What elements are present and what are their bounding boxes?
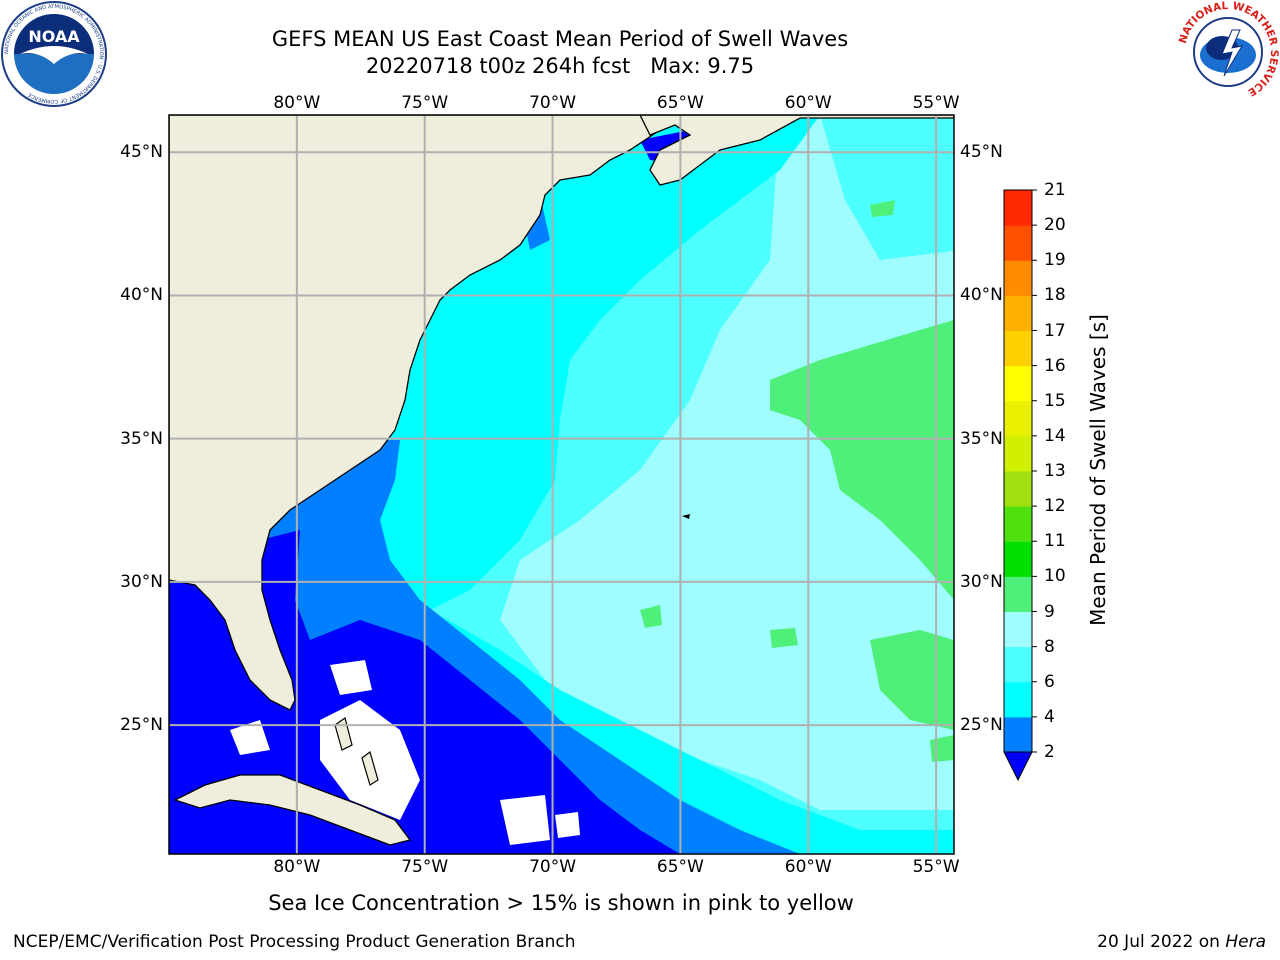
- colorbar-tick-label: 17: [1044, 320, 1066, 341]
- colorbar-segment: [1004, 506, 1032, 542]
- chart-title: GEFS MEAN US East Coast Mean Period of S…: [271, 27, 849, 51]
- colorbar-segment: [1004, 330, 1032, 367]
- lon-tick-top: 70°W: [529, 93, 577, 113]
- colorbar-tick-label: 9: [1044, 601, 1055, 622]
- nws-logo: NATIONAL WEATHER SERVICE: [1177, 0, 1280, 102]
- colorbar-segment: [1004, 225, 1032, 261]
- colorbar-tick-label: 2: [1044, 742, 1055, 762]
- colorbar-label: Mean Period of Swell Waves [s]: [1086, 314, 1110, 626]
- map-grid: [169, 115, 954, 854]
- colorbar-segment: [1004, 190, 1032, 226]
- lat-tick-left: 45°N: [120, 142, 163, 163]
- colorbar-tick-label: 14: [1044, 425, 1066, 446]
- lat-tick-left: 30°N: [120, 571, 163, 592]
- region-9-10: [770, 320, 954, 600]
- colorbar-segment: [1004, 541, 1032, 577]
- colorbar-tick-label: 11: [1044, 531, 1066, 552]
- colorbar-tick-label: 4: [1044, 706, 1055, 727]
- sea-ice-note: Sea Ice Concentration > 15% is shown in …: [268, 891, 854, 915]
- map-frame: [168, 114, 955, 855]
- footer-machine: Hera: [1225, 932, 1266, 952]
- colorbar-segment: [1004, 681, 1032, 718]
- colorbar-segment: [1004, 365, 1032, 402]
- colorbar-tick-label: 16: [1044, 355, 1066, 376]
- colorbar-segment: [1004, 576, 1032, 612]
- lon-tick-top: 80°W: [273, 93, 321, 113]
- colorbar-segment: [1004, 471, 1032, 507]
- footer-date: 20 Jul 2022 on Hera: [1097, 932, 1266, 952]
- colorbar-extend-arrow: [1003, 751, 1033, 782]
- colorbar-tick-label: 20: [1044, 215, 1066, 236]
- colorbar-tick-label: 12: [1044, 496, 1066, 517]
- map-plot-area: [169, 115, 954, 854]
- lon-tick-bottom: 65°W: [656, 857, 704, 877]
- chart-subtitle: 20220718 t00z 264h fcst Max: 9.75: [365, 54, 755, 78]
- colorbar-tick-label: 13: [1044, 461, 1066, 481]
- colorbar-segment: [1004, 646, 1032, 683]
- noaa-logo: NATIONAL OCEANIC AND ATMOSPHERIC ADMINIS…: [1, 1, 107, 107]
- lon-tick-top: 75°W: [401, 93, 449, 113]
- colorbar-segment: [1004, 400, 1032, 437]
- lat-tick-right: 40°N: [960, 285, 1003, 306]
- colorbar-segment: [1004, 435, 1032, 472]
- lon-tick-bottom: 75°W: [401, 857, 449, 877]
- lat-tick-right: 35°N: [960, 428, 1003, 449]
- lon-tick-bottom: 55°W: [912, 857, 960, 877]
- lat-tick-right: 30°N: [960, 571, 1003, 592]
- svg-text:NOAA: NOAA: [28, 27, 80, 46]
- lon-tick-bottom: 60°W: [784, 857, 832, 877]
- colorbar-segment: [1004, 260, 1032, 296]
- lon-tick-bottom: 70°W: [529, 857, 577, 877]
- colorbar-tick-label: 10: [1044, 566, 1066, 587]
- lon-tick-top: 60°W: [784, 93, 832, 113]
- lat-tick-right: 25°N: [960, 715, 1003, 736]
- footer-credit: NCEP/EMC/Verification Post Processing Pr…: [13, 932, 576, 952]
- lon-tick-top: 55°W: [912, 93, 960, 113]
- colorbar-tick-label: 6: [1044, 671, 1055, 692]
- lat-tick-left: 40°N: [120, 285, 163, 306]
- colorbar-segment: [1004, 295, 1032, 331]
- lat-tick-left: 35°N: [120, 428, 163, 449]
- colorbar-segment: [1004, 611, 1032, 648]
- colorbar-tick-label: 19: [1044, 250, 1066, 271]
- land-cuba: [173, 774, 412, 846]
- colorbar-tick-label: 18: [1044, 285, 1066, 306]
- region-2-4: [169, 130, 690, 854]
- lon-tick-top: 65°W: [656, 93, 704, 113]
- colorbar-tick-label: 15: [1044, 390, 1066, 411]
- lat-tick-right: 45°N: [960, 142, 1003, 163]
- colorbar: [1003, 189, 1037, 782]
- colorbar-tick-label: 8: [1044, 636, 1055, 657]
- colorbar-segment: [1004, 716, 1032, 753]
- footer-date-text: 20 Jul 2022 on: [1097, 932, 1226, 952]
- colorbar-tick-label: 21: [1044, 180, 1066, 200]
- lon-tick-bottom: 80°W: [273, 857, 321, 877]
- lat-tick-left: 25°N: [120, 715, 163, 736]
